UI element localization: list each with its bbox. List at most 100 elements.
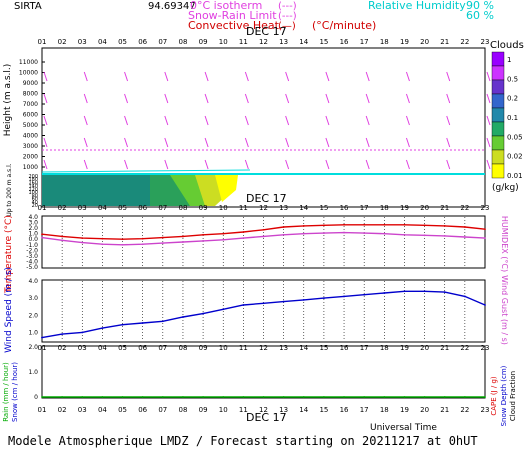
rh-value-60: 60 % — [466, 9, 494, 22]
hour-label: 05 — [118, 406, 127, 414]
hour-label: 10 — [219, 406, 228, 414]
wind-barb — [405, 159, 410, 170]
height-tick-label: 1000 — [23, 164, 38, 171]
hour-label: 22 — [460, 406, 469, 414]
series-point — [363, 223, 366, 226]
wind-barb — [43, 137, 48, 148]
hour-label: 19 — [400, 344, 409, 352]
wind-barb — [124, 137, 129, 148]
series-point — [302, 224, 305, 227]
series-point — [282, 396, 285, 398]
series-point — [262, 228, 265, 231]
series-point — [61, 396, 64, 398]
wind-barb — [164, 159, 169, 170]
hour-label: 23 — [481, 344, 490, 352]
wind-barb — [43, 71, 48, 82]
wind-barb — [244, 93, 249, 104]
hour-label: 07 — [158, 406, 167, 414]
wind-barb — [365, 115, 370, 126]
height-tick-label: 11000 — [19, 59, 38, 66]
clouds-scale-swatch — [491, 79, 505, 95]
temperature-y-ticks: 4.03.02.01.00.0-1.0-2.0-3.0-4.0-5.0 — [26, 214, 38, 271]
hour-label: 16 — [340, 38, 349, 46]
wind-barb — [325, 115, 330, 126]
wind-barb — [365, 93, 370, 104]
legend-convective-unit: (°C/minute) — [312, 19, 376, 32]
y-tick-label: 2.0 — [28, 312, 38, 319]
hour-label: 03 — [78, 344, 87, 352]
series-point — [61, 239, 64, 242]
series-point — [182, 396, 184, 398]
hour-label: 16 — [340, 406, 349, 414]
wind-barb — [325, 159, 330, 170]
date-label-bottom: DEC 17 — [246, 411, 287, 424]
wind-barb — [83, 137, 88, 148]
series-point — [81, 331, 84, 334]
series-point — [423, 234, 426, 237]
height-low-tick-label: 160 — [28, 180, 38, 186]
hour-label: 11 — [239, 406, 248, 414]
wind-barb — [83, 71, 88, 82]
hour-label: 09 — [199, 38, 208, 46]
snow-depth-ylabel: Snow Depth (cm) — [500, 365, 508, 426]
series-point — [323, 297, 325, 300]
hour-label: 06 — [138, 344, 147, 352]
series-point — [161, 396, 164, 398]
legend-convective-symbol: (—) — [278, 21, 296, 32]
hour-label: 07 — [158, 204, 167, 212]
series-point — [41, 236, 43, 239]
series-point — [302, 298, 305, 301]
legend-convective-label: Convective Heat. — [188, 19, 282, 32]
series-point — [61, 333, 64, 336]
hour-label: 02 — [58, 406, 67, 414]
series-point — [282, 300, 285, 303]
hour-label: 07 — [158, 344, 167, 352]
rh-value-90: 90 % — [466, 0, 494, 12]
hour-label: 17 — [360, 204, 369, 212]
series-point — [222, 308, 225, 311]
series-point — [343, 396, 345, 398]
clouds-scale-swatch — [491, 93, 505, 109]
series-point — [121, 238, 124, 241]
series-point — [343, 295, 345, 298]
series-point — [262, 302, 265, 305]
wind-barb — [486, 93, 491, 104]
series-point — [41, 233, 43, 236]
series-point — [262, 396, 265, 398]
wind-barb — [43, 93, 48, 104]
height-low-tick-label: 40 — [32, 200, 38, 206]
temperature-ylabel: Temperature (°C) — [4, 215, 14, 294]
series-point — [141, 237, 144, 240]
y-tick-label: 4.0 — [28, 214, 38, 221]
cloud-fraction-ylabel: Cloud Fraction — [509, 371, 517, 421]
hour-label: 22 — [460, 204, 469, 212]
series-point — [403, 233, 406, 236]
wind-barb — [124, 159, 129, 170]
hour-label: 14 — [299, 406, 308, 414]
hour-label: 17 — [360, 406, 369, 414]
wind-barb — [365, 137, 370, 148]
clouds-unit: (g/kg) — [492, 183, 519, 193]
hour-label: 10 — [219, 344, 228, 352]
series-point — [222, 232, 225, 235]
series-point — [202, 233, 204, 236]
wind-barb — [164, 137, 169, 148]
y-tick-label: 2.0 — [28, 225, 38, 232]
height-tick-label: 4000 — [23, 133, 38, 140]
series-point — [81, 237, 84, 240]
series-point — [383, 396, 386, 398]
height-tick-label: 9000 — [23, 80, 38, 87]
wind-barb — [43, 115, 48, 126]
clouds-scale-swatch — [491, 163, 505, 179]
hour-label: 20 — [420, 38, 429, 46]
hour-label: 12 — [259, 406, 268, 414]
wind-barb — [124, 71, 129, 82]
clouds-scale-swatch — [491, 65, 505, 81]
hour-label: 02 — [58, 344, 67, 352]
series-point — [141, 243, 144, 246]
hour-label: 03 — [78, 38, 87, 46]
hour-label: 06 — [138, 406, 147, 414]
clouds-scale-swatch — [491, 51, 505, 67]
hour-label: 20 — [420, 204, 429, 212]
wind-barb — [204, 115, 209, 126]
